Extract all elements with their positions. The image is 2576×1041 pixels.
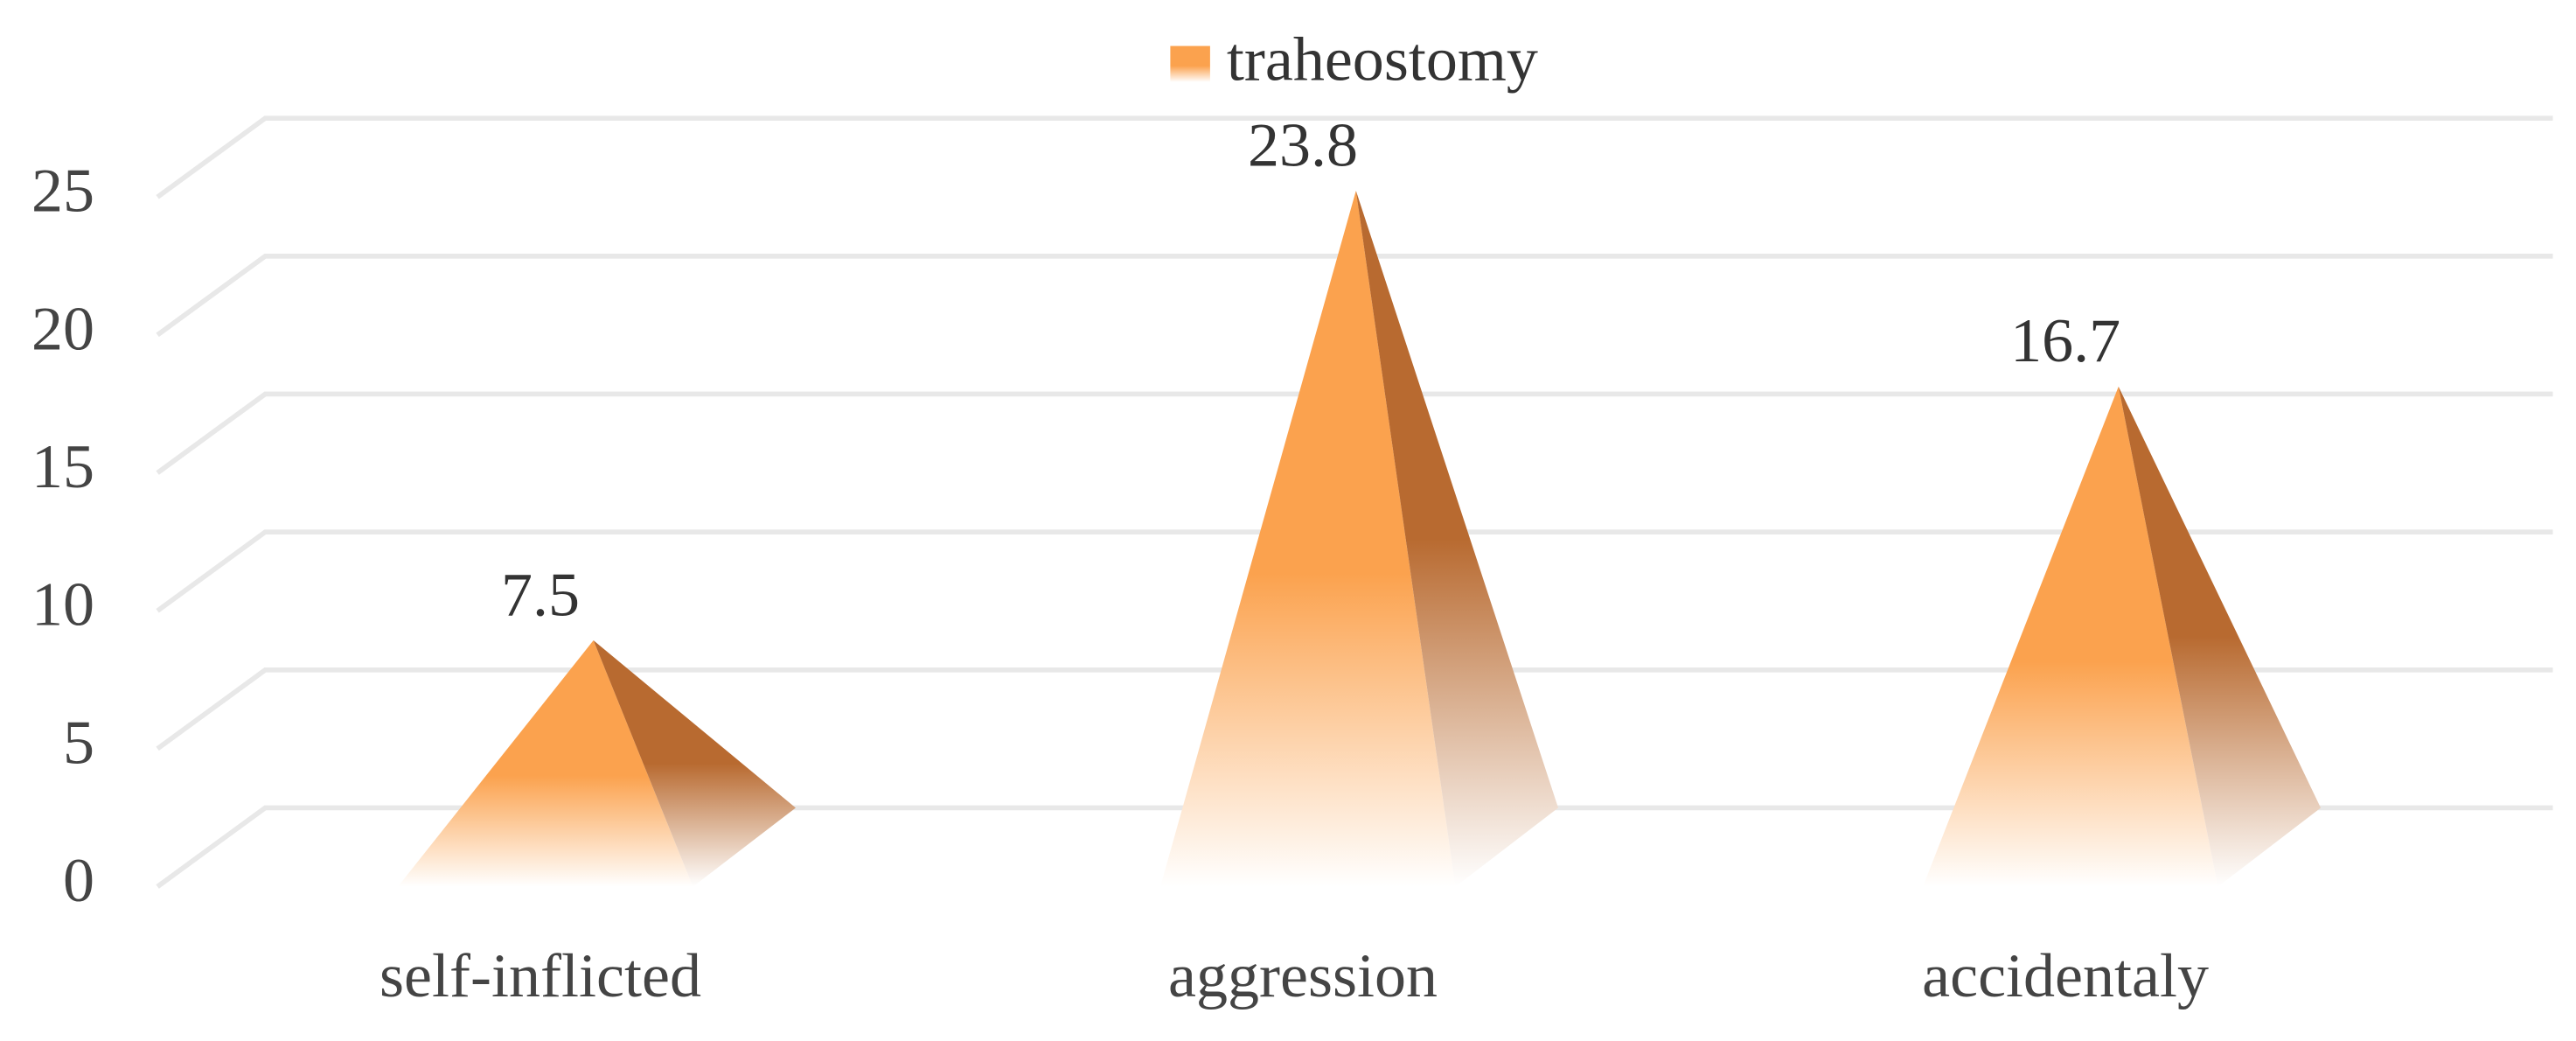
x-tick-label: aggression bbox=[1168, 940, 1438, 1010]
pyramid-front bbox=[1923, 386, 2218, 887]
value-label: 16.7 bbox=[2010, 306, 2120, 376]
value-label: 7.5 bbox=[501, 560, 580, 630]
pyramid-front bbox=[1160, 191, 1456, 887]
pyramid-side bbox=[1355, 191, 1559, 887]
legend-swatch bbox=[1170, 45, 1210, 82]
grid-line bbox=[156, 391, 2553, 475]
x-tick-label: self-inflicted bbox=[379, 940, 701, 1010]
y-tick-label: 25 bbox=[31, 156, 94, 226]
grid-line bbox=[156, 253, 2553, 338]
grid-line bbox=[156, 115, 2553, 199]
grid-line bbox=[156, 805, 2553, 889]
value-label: 23.8 bbox=[1248, 110, 1358, 180]
grid-line bbox=[156, 529, 2553, 613]
y-tick-label: 10 bbox=[31, 569, 94, 639]
pyramid-front bbox=[397, 640, 693, 887]
legend-label: traheostomy bbox=[1227, 24, 1538, 94]
y-tick-label: 15 bbox=[31, 431, 94, 501]
y-tick-label: 5 bbox=[63, 708, 94, 778]
grid-line bbox=[156, 667, 2553, 751]
pyramid-side bbox=[593, 640, 796, 887]
y-tick-label: 20 bbox=[31, 294, 94, 364]
y-tick-label: 0 bbox=[63, 845, 94, 915]
pyramid-side bbox=[2118, 386, 2322, 887]
x-tick-label: accidentaly bbox=[1922, 940, 2209, 1010]
